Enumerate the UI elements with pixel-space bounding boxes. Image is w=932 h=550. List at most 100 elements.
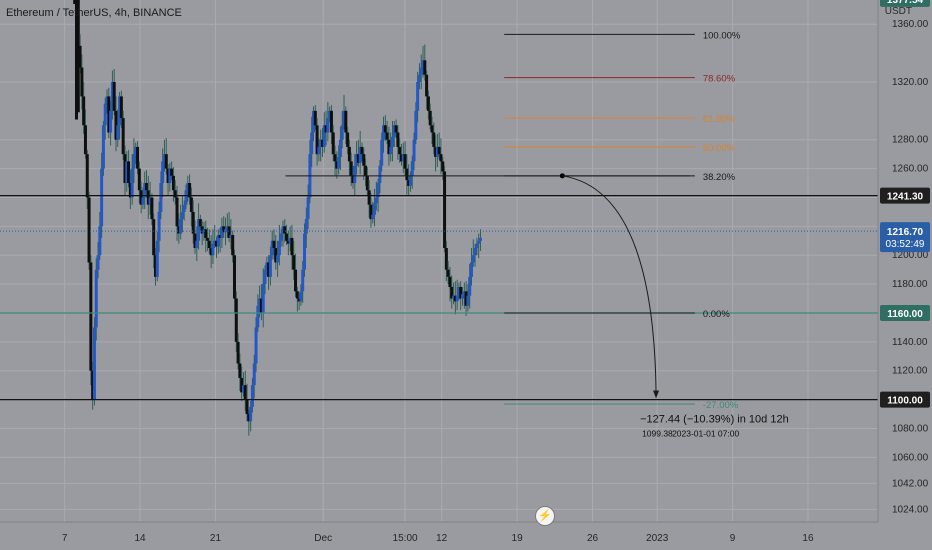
candle-body	[186, 183, 190, 191]
candle-body	[437, 146, 441, 155]
candle-body	[374, 197, 378, 204]
candle-body	[216, 235, 220, 247]
candle-body	[76, 0, 80, 113]
current-price-tag	[880, 222, 930, 253]
candle-body	[268, 255, 272, 277]
candle-body	[349, 161, 353, 176]
lightning-icon[interactable]: ⚡	[535, 506, 555, 526]
candle-body	[231, 235, 235, 256]
candle-body	[360, 146, 364, 155]
candle-body	[419, 67, 423, 75]
candle-body	[315, 125, 319, 155]
candle-body	[234, 298, 238, 342]
candle-body	[180, 211, 184, 220]
candle-body	[245, 399, 249, 415]
candle-body	[247, 414, 251, 422]
candle-body	[277, 240, 281, 256]
candle-body	[195, 240, 199, 249]
candle-body	[240, 377, 244, 393]
candle-body	[471, 255, 475, 263]
candle-body	[441, 161, 445, 172]
candle-body	[295, 291, 299, 299]
candle-body	[103, 103, 107, 126]
candle-body	[432, 132, 436, 147]
candle-body	[134, 146, 138, 155]
candle-body	[283, 226, 287, 234]
x-tick-label: 2023	[646, 533, 669, 544]
candle-body	[85, 154, 89, 198]
candle-body	[125, 161, 129, 184]
candle-body	[145, 183, 149, 191]
fib-level-label: 0.00%	[703, 309, 730, 320]
fib-level-label: -27.00%	[703, 400, 739, 411]
candle-body	[92, 327, 96, 400]
candle-body	[198, 219, 202, 227]
candle-body	[477, 240, 481, 244]
y-tick-label: 1060.00	[892, 452, 929, 463]
candle-body	[177, 226, 181, 234]
candle-body	[254, 327, 258, 364]
candle-body	[443, 171, 447, 249]
candle-body	[114, 110, 118, 140]
candle-body	[188, 183, 192, 198]
candle-body	[378, 165, 382, 184]
candle-body	[344, 110, 348, 133]
candle-body	[452, 295, 456, 299]
candle-body	[365, 175, 369, 191]
candle-body	[121, 118, 125, 155]
candle-body	[139, 190, 143, 205]
candle-body	[80, 67, 84, 97]
candle-body	[324, 125, 328, 133]
candle-body	[444, 248, 448, 270]
candle-body	[394, 125, 398, 133]
price-tag-label: 1100.00	[887, 396, 923, 407]
candle-body	[426, 96, 430, 111]
candle-body	[326, 118, 330, 133]
y-tick-label: 1180.00	[892, 279, 928, 290]
candle-body	[425, 74, 429, 97]
candle-body	[337, 157, 341, 169]
candle-body	[200, 226, 204, 234]
candle-body	[166, 168, 170, 184]
candle-body	[303, 233, 307, 270]
candle-body	[292, 255, 296, 270]
candle-body	[446, 269, 450, 277]
candle-body	[141, 197, 145, 205]
horizontal-levels	[0, 194, 878, 401]
candle-body	[279, 233, 283, 241]
current-price-label: 1216.70	[887, 227, 924, 238]
candle-body	[294, 269, 298, 292]
candle-body	[392, 125, 396, 137]
candle-body	[259, 298, 263, 313]
candle-body	[252, 363, 256, 386]
candle-body	[263, 269, 267, 285]
y-tick-label: 1042.00	[892, 478, 929, 489]
candle-body	[396, 132, 400, 147]
candle-body	[127, 161, 131, 184]
candle-body	[414, 110, 418, 140]
candle-body	[358, 146, 362, 163]
candle-body	[74, 0, 78, 120]
candle-body	[267, 262, 271, 277]
candle-body	[362, 154, 366, 166]
candle-body	[286, 240, 290, 244]
candle-body	[238, 363, 242, 378]
candle-body	[189, 197, 193, 212]
x-tick-label: 14	[134, 533, 146, 544]
y-tick-label: 1200.00	[892, 250, 929, 261]
candle-body	[333, 154, 337, 162]
candle-body	[351, 175, 355, 184]
candle-body	[222, 226, 226, 233]
candle-body	[439, 154, 443, 162]
candle-body	[313, 110, 317, 126]
symbol-title[interactable]: Ethereum / TetherUS, 4h, BINANCE	[6, 7, 182, 19]
candle-body	[299, 291, 303, 302]
candle-body	[398, 146, 402, 155]
candle-body	[356, 154, 360, 163]
candle-body	[410, 161, 414, 176]
candle-body	[159, 183, 163, 212]
candle-body	[297, 298, 301, 302]
candle-body	[105, 96, 109, 104]
candle-body	[171, 175, 175, 191]
